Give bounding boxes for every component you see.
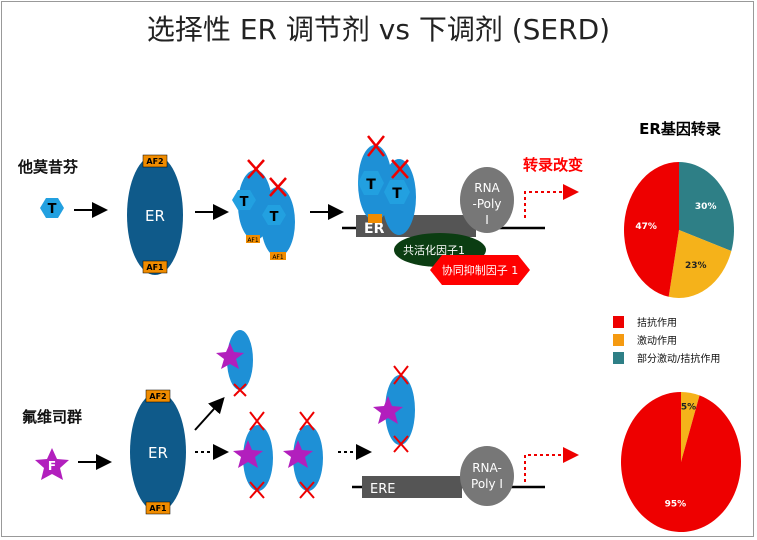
legend-label: 拮抗作用 (637, 316, 677, 329)
slice-label: 95% (665, 499, 687, 509)
arrow (194, 397, 225, 431)
fulvestrant-bound-receptors (216, 330, 415, 499)
slice-label: 23% (685, 261, 707, 271)
svg-text:T: T (270, 210, 279, 225)
svg-text:AF1: AF1 (149, 504, 167, 513)
transcription-arrow (524, 184, 579, 218)
ere-box (362, 476, 462, 498)
slide-title: 选择性 ER 调节剂 vs 下调剂 (SERD) (146, 13, 611, 46)
estrogen-receptor: ER AF2 AF1 (130, 389, 186, 515)
pie-chart-fulvestrant: 5% 95% (620, 392, 741, 532)
svg-text:-Poly: -Poly (473, 197, 502, 211)
legend-swatch (613, 334, 624, 346)
svg-text:共活化因子1: 共活化因子1 (403, 243, 465, 257)
transcription-arrow (524, 447, 579, 482)
legend-swatch (613, 316, 624, 328)
svg-text:T: T (240, 195, 249, 210)
svg-text:I: I (485, 213, 489, 227)
rna-polymerase (460, 167, 514, 233)
svg-text:T: T (366, 177, 376, 193)
pie-chart-tamoxifen: 30% 23% 47% (623, 162, 734, 298)
ere-label: ERE (370, 482, 395, 497)
fulvestrant-label: 氟维司群 (22, 408, 82, 426)
legend-swatch (613, 352, 624, 364)
pie-slice (668, 230, 732, 298)
x-mark-icon (367, 135, 409, 179)
ere-label: ER (364, 221, 385, 237)
legend-label: 部分激动/拮抗作用 (637, 352, 720, 365)
svg-text:AF1: AF1 (272, 254, 284, 261)
x-mark-icon (247, 159, 287, 197)
svg-text:T: T (48, 202, 57, 217)
slice-label: 30% (695, 202, 717, 212)
pie-slice (623, 162, 679, 297)
pie-slice (620, 392, 741, 532)
tamoxifen-dna-complex: T T (358, 135, 416, 235)
pie-slice (679, 162, 734, 252)
chart-title: ER基因转录 (639, 120, 721, 138)
slice-label: 47% (635, 222, 657, 232)
tamoxifen-bound-dimer: T T AF1 AF1 (232, 159, 295, 261)
fulvestrant-molecule: F (35, 448, 69, 480)
legend-label: 激动作用 (637, 334, 677, 347)
tamoxifen-molecule: T (40, 198, 64, 218)
svg-text:ER: ER (145, 207, 165, 225)
svg-text:协同抑制因子 1: 协同抑制因子 1 (442, 263, 519, 277)
estrogen-receptor: ER AF2 AF1 (127, 154, 183, 275)
corepressor (430, 255, 530, 285)
svg-text:F: F (48, 459, 56, 473)
svg-text:AF2: AF2 (146, 157, 163, 166)
svg-text:RNA-: RNA- (472, 461, 502, 475)
svg-text:RNA: RNA (474, 181, 500, 195)
transcription-change-label: 转录改变 (523, 156, 583, 174)
pie-slice (681, 392, 700, 462)
svg-text:Poly I: Poly I (471, 477, 503, 491)
tamoxifen-label: 他莫昔芬 (17, 158, 79, 176)
svg-text:AF1: AF1 (146, 263, 164, 272)
svg-text:AF2: AF2 (149, 392, 166, 401)
svg-text:T: T (392, 186, 402, 202)
svg-text:AF1: AF1 (247, 237, 259, 244)
rna-polymerase (460, 446, 514, 506)
svg-text:ER: ER (148, 444, 168, 462)
slice-label: 5% (681, 403, 696, 413)
